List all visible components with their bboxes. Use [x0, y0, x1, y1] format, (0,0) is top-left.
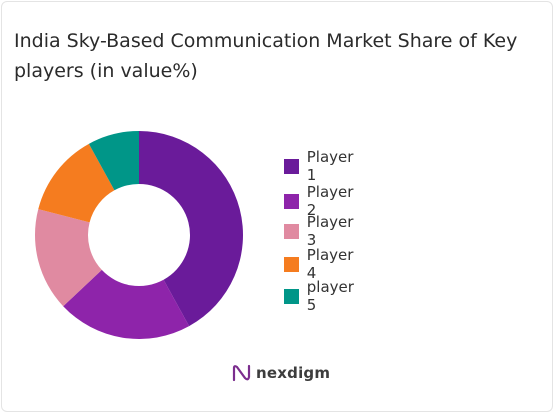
donut-slice-1 — [139, 131, 244, 327]
legend-label: Player 4 — [306, 246, 354, 282]
brand-logo: nexdigm — [232, 364, 330, 382]
legend-label: Player 2 — [306, 183, 354, 219]
legend-item-player-5: player 5 — [284, 278, 357, 314]
legend-swatch — [284, 288, 299, 304]
donut-slice-4 — [38, 143, 115, 223]
legend-item-player-3: Player 3 — [284, 213, 357, 249]
chart-title: India Sky-Based Communication Market Sha… — [14, 30, 518, 82]
legend-swatch — [284, 193, 299, 209]
legend-item-player-1: Player 1 — [284, 148, 357, 184]
nexdigm-logo-icon — [232, 364, 251, 382]
brand-name: nexdigm — [256, 364, 331, 382]
donut-slice-5 — [88, 131, 139, 191]
legend-item-player-4: Player 4 — [284, 246, 357, 282]
legend-swatch — [284, 223, 299, 239]
donut-slice-2 — [63, 269, 190, 339]
legend-label: player 5 — [306, 278, 354, 314]
legend-label: Player 3 — [306, 213, 354, 249]
donut-slice-3 — [35, 209, 102, 307]
legend-label: Player 1 — [306, 148, 354, 184]
legend-swatch — [284, 256, 299, 272]
legend-item-player-2: Player 2 — [284, 183, 357, 219]
legend-swatch — [284, 158, 299, 174]
